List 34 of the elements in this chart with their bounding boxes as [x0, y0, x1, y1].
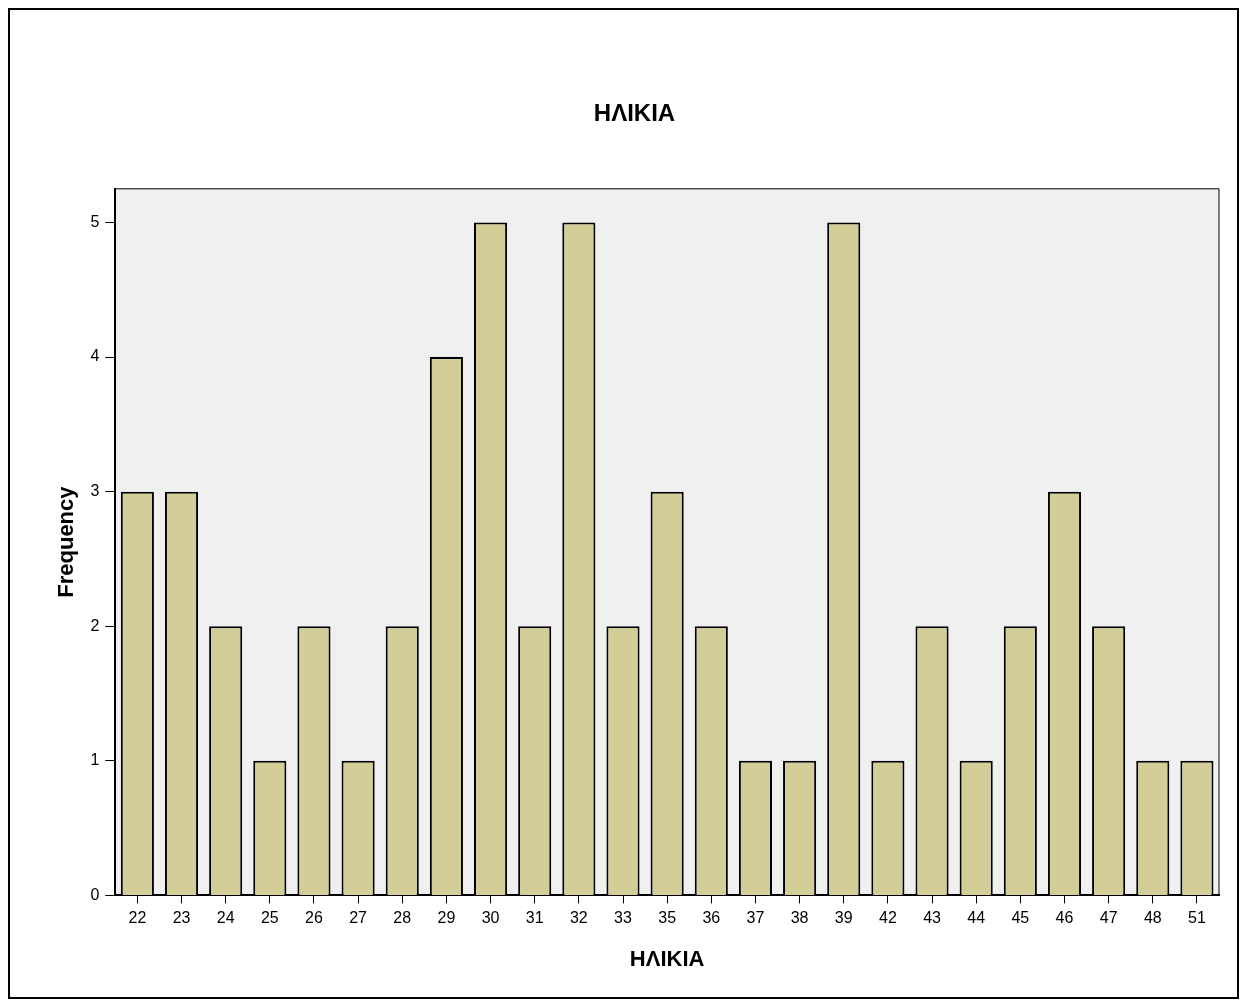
x-tick-label: 43 [923, 909, 942, 927]
x-tick-label: 22 [128, 909, 147, 927]
x-tick-label: 45 [1011, 909, 1030, 927]
y-tick-label: 1 [90, 751, 100, 769]
x-tick-label: 28 [393, 909, 412, 927]
y-tick-label: 3 [90, 482, 100, 500]
x-tick-label: 46 [1055, 909, 1074, 927]
chart-title: ΗΛΙΚΙΑ [593, 99, 676, 127]
x-tick-label: 51 [1188, 909, 1206, 927]
x-tick-label: 32 [569, 909, 588, 927]
y-tick-label: 5 [90, 212, 100, 230]
x-tick-label: 26 [305, 909, 323, 927]
x-tick-label: 27 [349, 909, 368, 927]
y-tick-label: 2 [90, 616, 100, 634]
y-tick-label: 4 [90, 347, 100, 365]
x-tick-label: 44 [967, 909, 986, 927]
x-tick-label: 36 [702, 909, 721, 927]
x-tick-label: 37 [746, 909, 765, 927]
x-tick-label: 30 [481, 909, 500, 927]
y-axis-title: Frequency [53, 485, 79, 598]
x-tick-label: 47 [1099, 909, 1118, 927]
y-tick-label: 0 [90, 885, 100, 903]
x-tick-label: 39 [834, 909, 853, 927]
x-tick-label: 38 [790, 909, 809, 927]
x-tick-label: 42 [878, 909, 897, 927]
x-tick-label: 24 [216, 909, 235, 927]
x-tick-label: 23 [172, 909, 191, 927]
x-tick-label: 31 [525, 909, 544, 927]
x-tick-label: 35 [658, 909, 677, 927]
x-tick-label: 33 [614, 909, 632, 927]
x-tick-label: 29 [437, 909, 456, 927]
x-tick-label: 48 [1143, 909, 1162, 927]
x-tick-label: 25 [260, 909, 279, 927]
x-axis-title: ΗΛΙΚΙΑ [629, 945, 705, 971]
